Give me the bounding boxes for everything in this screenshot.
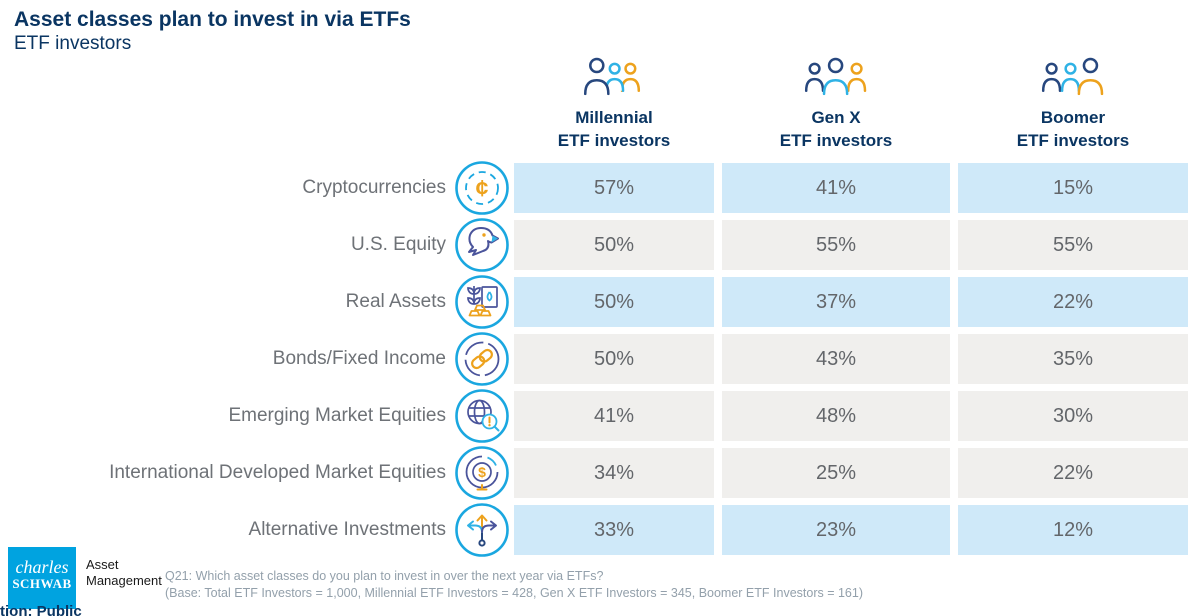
cell-alternative-boomer: 12%	[958, 505, 1188, 555]
table-row: Emerging Market Equities 41% 48% 30%	[0, 389, 1200, 443]
cell-bonds-millennial: 50%	[514, 334, 714, 384]
asset-management-caption: Asset Management	[86, 557, 162, 589]
column-header-genx: Gen X ETF investors	[722, 55, 950, 152]
cell-international-millennial: 34%	[514, 448, 714, 498]
table-row: U.S. Equity 50% 55% 55%	[0, 218, 1200, 272]
row-label-us-equity: U.S. Equity	[350, 234, 446, 255]
eagle-icon	[455, 218, 509, 272]
logo-text-schwab: SCHWAB	[12, 576, 72, 591]
column-label-line1: Millennial	[575, 108, 653, 127]
row-label-cryptocurrencies: Cryptocurrencies	[302, 177, 446, 198]
cell-realassets-millennial: 50%	[514, 277, 714, 327]
column-label-line2: ETF investors	[557, 131, 671, 150]
base-note: (Base: Total ETF Investors = 1,000, Mill…	[165, 586, 863, 600]
cent-coin-icon: ¢	[455, 161, 509, 215]
question-note: Q21: Which asset classes do you plan to …	[165, 569, 604, 583]
cell-bonds-boomer: 35%	[958, 334, 1188, 384]
charles-schwab-logo: charles SCHWAB	[8, 547, 76, 609]
table-row: Bonds/Fixed Income 50% 43% 35%	[0, 332, 1200, 386]
logo-text-charles: charles	[15, 557, 69, 577]
branching-arrows-icon	[455, 503, 509, 557]
boomer-investors-icon	[1042, 57, 1104, 96]
cell-usequity-genx: 55%	[722, 220, 950, 270]
svg-text:$: $	[478, 464, 486, 480]
cell-bonds-genx: 43%	[722, 334, 950, 384]
column-label: Gen X ETF investors	[722, 106, 950, 152]
column-label: Millennial ETF investors	[514, 106, 714, 152]
column-label-line2: ETF investors	[1016, 131, 1130, 150]
page-title: Asset classes plan to invest in via ETFs	[14, 8, 411, 31]
source-note: Q21: Which asset classes do you plan to …	[165, 568, 863, 602]
column-label-line1: Boomer	[1040, 108, 1106, 127]
globe-magnifier-icon	[455, 389, 509, 443]
cell-alternative-millennial: 33%	[514, 505, 714, 555]
asset-caption-line1: Asset	[86, 557, 119, 572]
column-label: Boomer ETF investors	[958, 106, 1188, 152]
row-label-emerging: Emerging Market Equities	[228, 405, 446, 426]
cell-emerging-boomer: 30%	[958, 391, 1188, 441]
cell-usequity-millennial: 50%	[514, 220, 714, 270]
cell-crypto-boomer: 15%	[958, 163, 1188, 213]
cell-emerging-genx: 48%	[722, 391, 950, 441]
row-label-bonds: Bonds/Fixed Income	[272, 348, 446, 369]
globe-dollar-icon: $	[455, 446, 509, 500]
row-label-real-assets: Real Assets	[345, 291, 446, 312]
cell-alternative-genx: 23%	[722, 505, 950, 555]
millennial-investors-icon	[584, 57, 641, 96]
table-row: Alternative Investments 33% 23% 12%	[0, 503, 1200, 557]
wheat-oil-gold-icon	[455, 275, 509, 329]
table-row: Real Assets 50% 37% 22%	[0, 275, 1200, 329]
cell-crypto-millennial: 57%	[514, 163, 714, 213]
column-label-line1: Gen X	[811, 108, 861, 127]
cell-usequity-boomer: 55%	[958, 220, 1188, 270]
page-subtitle: ETF investors	[14, 33, 132, 54]
svg-text:¢: ¢	[476, 175, 489, 201]
table-row: International Developed Market Equities …	[0, 446, 1200, 500]
row-label-international: International Developed Market Equities	[109, 462, 446, 483]
asset-caption-line2: Management	[86, 573, 162, 588]
row-label-alternative: Alternative Investments	[248, 519, 446, 540]
cell-realassets-boomer: 22%	[958, 277, 1188, 327]
chain-link-icon	[455, 332, 509, 386]
cell-realassets-genx: 37%	[722, 277, 950, 327]
cell-international-genx: 25%	[722, 448, 950, 498]
cell-emerging-millennial: 41%	[514, 391, 714, 441]
classification-label: tion: Public	[0, 603, 82, 616]
column-header-millennial: Millennial ETF investors	[514, 55, 714, 152]
column-label-line2: ETF investors	[779, 131, 893, 150]
cell-crypto-genx: 41%	[722, 163, 950, 213]
cell-international-boomer: 22%	[958, 448, 1188, 498]
table-row: Cryptocurrencies ¢ 57% 41% 15%	[0, 161, 1200, 215]
column-header-boomer: Boomer ETF investors	[958, 55, 1188, 152]
genx-investors-icon	[805, 57, 867, 96]
